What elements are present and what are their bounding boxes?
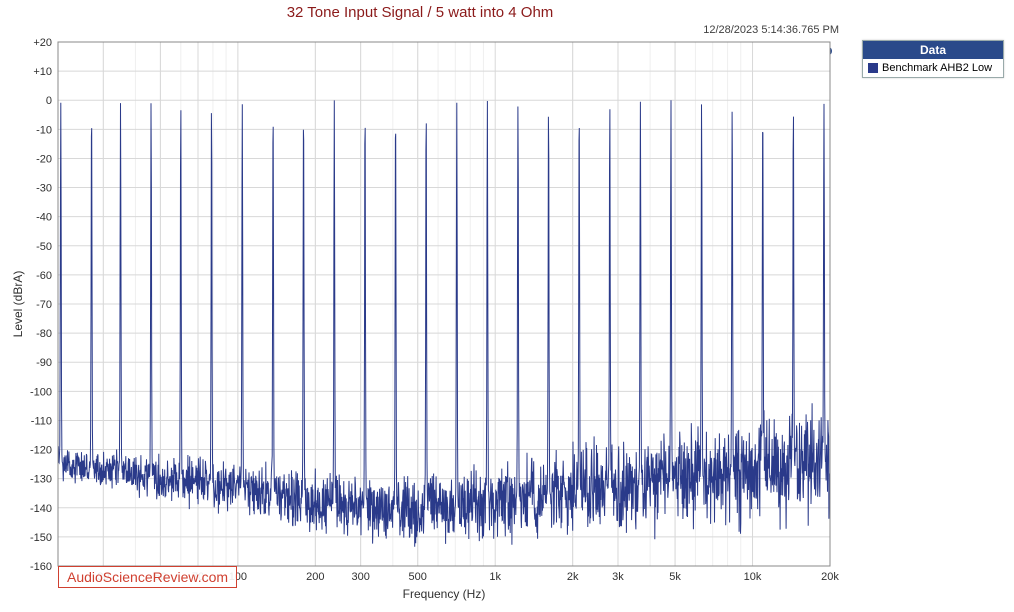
watermark-label: AudioScienceReview.com [58,566,237,588]
svg-text:-20: -20 [36,153,52,165]
svg-text:200: 200 [306,571,324,583]
svg-text:-150: -150 [30,532,52,544]
legend-item: Benchmark AHB2 Low [863,59,1003,77]
svg-text:-70: -70 [36,299,52,311]
legend-item-label: Benchmark AHB2 Low [882,62,992,74]
svg-text:-140: -140 [30,503,52,515]
legend-panel: Data Benchmark AHB2 Low [862,40,1004,78]
legend-swatch [868,63,878,73]
svg-text:-50: -50 [36,241,52,253]
svg-text:500: 500 [409,571,427,583]
svg-text:300: 300 [351,571,369,583]
chart-title: 32 Tone Input Signal / 5 watt into 4 Ohm [0,4,840,21]
svg-text:-40: -40 [36,212,52,224]
svg-text:-10: -10 [36,124,52,136]
svg-text:2k: 2k [567,571,579,583]
timestamp-label: 12/28/2023 5:14:36.765 PM [703,24,839,36]
svg-text:3k: 3k [612,571,624,583]
svg-text:-100: -100 [30,386,52,398]
svg-text:20k: 20k [821,571,839,583]
svg-text:-80: -80 [36,328,52,340]
svg-text:+10: +10 [33,66,52,78]
svg-text:+20: +20 [33,38,52,49]
svg-text:-160: -160 [30,561,52,573]
svg-text:Frequency (Hz): Frequency (Hz) [403,587,486,601]
svg-text:5k: 5k [669,571,681,583]
svg-text:1k: 1k [489,571,501,583]
svg-text:-60: -60 [36,270,52,282]
svg-text:-120: -120 [30,445,52,457]
svg-text:-110: -110 [31,415,52,427]
svg-text:-90: -90 [36,357,52,369]
legend-header: Data [863,41,1003,59]
svg-text:-130: -130 [30,474,52,486]
spectrum-chart: 3050701002003005001k2k3k5k10k20k-160-150… [8,38,840,604]
svg-text:10k: 10k [744,571,762,583]
svg-text:-30: -30 [36,183,52,195]
svg-text:0: 0 [46,95,52,107]
svg-text:Level (dBrA): Level (dBrA) [11,271,25,338]
